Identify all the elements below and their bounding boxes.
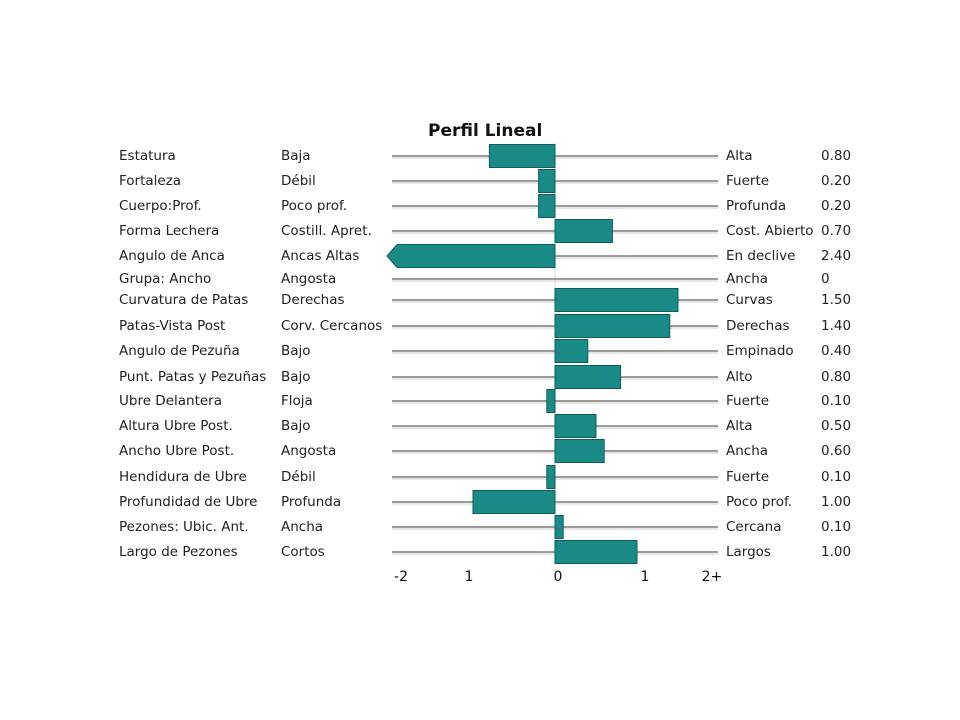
bar: [554, 288, 679, 312]
bar: [554, 365, 622, 389]
value-label: 0.10: [821, 469, 852, 485]
high-label: Empinado: [726, 343, 794, 359]
bar: [554, 515, 564, 539]
bar: [546, 465, 556, 489]
low-label: Angosta: [281, 271, 337, 287]
low-label: Bajo: [281, 369, 311, 385]
low-label: Débil: [281, 173, 316, 189]
trait-name: Forma Lechera: [119, 223, 220, 239]
low-label: Poco prof.: [281, 198, 348, 214]
high-label: Fuerte: [726, 469, 770, 485]
value-label: 0.10: [821, 393, 852, 409]
value-label: 1.40: [821, 318, 852, 334]
trait-name: Punt. Patas y Pezuñas: [119, 369, 267, 385]
chart-title: Perfil Lineal: [428, 121, 543, 141]
bar: [546, 389, 556, 413]
bar: [554, 219, 613, 243]
trait-name: Angulo de Pezuña: [119, 343, 240, 359]
high-label: Ancha: [726, 443, 769, 459]
high-label: Profunda: [726, 198, 787, 214]
low-label: Corv. Cercanos: [281, 318, 383, 334]
trait-name: Hendidura de Ubre: [119, 469, 247, 485]
high-label: Ancha: [726, 271, 769, 287]
high-label: Fuerte: [726, 393, 770, 409]
low-label: Angosta: [281, 443, 337, 459]
high-label: Curvas: [726, 292, 773, 308]
value-label: 2.40: [821, 248, 852, 264]
value-label: 0: [821, 271, 830, 287]
low-label: Derechas: [281, 292, 345, 308]
low-label: Ancha: [281, 519, 324, 535]
low-label: Bajo: [281, 418, 311, 434]
high-label: En declive: [726, 248, 796, 264]
high-label: Derechas: [726, 318, 790, 334]
high-label: Poco prof.: [726, 494, 793, 510]
trait-name: Profundidad de Ubre: [119, 494, 258, 510]
value-label: 0.70: [821, 223, 852, 239]
low-label: Débil: [281, 469, 316, 485]
trait-name: Largo de Pezones: [119, 544, 238, 560]
high-label: Alto: [726, 369, 753, 385]
low-label: Cortos: [281, 544, 325, 560]
x-tick-label: -2: [394, 569, 408, 585]
x-tick-label: 1: [464, 569, 474, 585]
bar: [554, 414, 597, 438]
bar: [386, 244, 556, 268]
low-label: Costill. Apret.: [281, 223, 372, 239]
high-label: Largos: [726, 544, 771, 560]
trait-name: Fortaleza: [119, 173, 182, 189]
value-label: 1.00: [821, 494, 852, 510]
x-tick-label: 1: [640, 569, 650, 585]
trait-name: Ubre Delantera: [119, 393, 223, 409]
trait-name: Grupa: Ancho: [119, 271, 212, 287]
x-tick-label: 2+: [701, 569, 723, 585]
trait-name: Estatura: [119, 148, 176, 164]
trait-name: Angulo de Anca: [119, 248, 225, 264]
value-label: 1.00: [821, 544, 852, 560]
low-label: Bajo: [281, 343, 311, 359]
value-label: 0.60: [821, 443, 852, 459]
bar: [472, 490, 556, 514]
bar: [554, 314, 671, 338]
bar: [538, 169, 556, 193]
bar: [554, 439, 605, 463]
value-label: 1.50: [821, 292, 852, 308]
low-label: Ancas Altas: [281, 248, 360, 264]
trait-name: Pezones: Ubic. Ant.: [119, 519, 249, 535]
high-label: Alta: [726, 148, 753, 164]
low-label: Baja: [281, 148, 311, 164]
bar: [554, 339, 589, 363]
high-label: Cercana: [726, 519, 782, 535]
value-label: 0.40: [821, 343, 852, 359]
high-label: Cost. Abierto: [726, 223, 814, 239]
trait-name: Cuerpo:Prof.: [119, 198, 202, 214]
high-label: Fuerte: [726, 173, 770, 189]
bar: [538, 194, 556, 218]
trait-name: Curvatura de Patas: [119, 292, 249, 308]
value-label: 0.80: [821, 369, 852, 385]
x-tick-label: 0: [553, 569, 563, 585]
trait-name: Altura Ubre Post.: [119, 418, 233, 434]
trait-name: Patas-Vista Post: [119, 318, 226, 334]
low-label: Profunda: [281, 494, 342, 510]
bar: [488, 144, 556, 168]
high-label: Alta: [726, 418, 753, 434]
bar: [554, 540, 638, 564]
value-label: 0.50: [821, 418, 852, 434]
value-label: 0.20: [821, 198, 852, 214]
value-label: 0.10: [821, 519, 852, 535]
value-label: 0.80: [821, 148, 852, 164]
value-label: 0.20: [821, 173, 852, 189]
low-label: Floja: [281, 393, 313, 409]
trait-name: Ancho Ubre Post.: [119, 443, 235, 459]
